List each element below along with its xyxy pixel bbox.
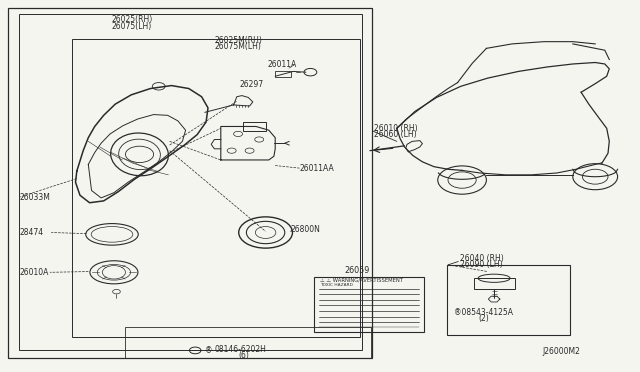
Text: ®: ® [205, 346, 212, 355]
Text: 26010 (RH): 26010 (RH) [374, 124, 418, 133]
Text: 26040 (RH): 26040 (RH) [460, 254, 503, 263]
Text: 26075(LH): 26075(LH) [112, 22, 152, 31]
Text: (6): (6) [238, 351, 249, 360]
Bar [125, 327, 371, 358]
Text: 26025M(RH): 26025M(RH) [214, 36, 262, 45]
Text: 26060 (LH): 26060 (LH) [374, 130, 417, 139]
Text: ®08543-4125A: ®08543-4125A [454, 308, 513, 317]
Text: 08146-6202H: 08146-6202H [214, 345, 266, 354]
Text: 28474: 28474 [19, 228, 44, 237]
Text: (2): (2) [479, 314, 490, 323]
Bar [72, 39, 360, 337]
Text: J26000M2: J26000M2 [543, 347, 580, 356]
Bar [474, 278, 515, 289]
Text: 26025(RH): 26025(RH) [112, 15, 153, 24]
Text: 26011AA: 26011AA [300, 164, 334, 173]
Bar [243, 122, 266, 131]
Bar [275, 71, 291, 77]
Text: 26011A: 26011A [268, 60, 297, 69]
Bar [314, 277, 424, 332]
Text: 26297: 26297 [240, 80, 264, 89]
Text: 26033M: 26033M [19, 193, 50, 202]
Bar [8, 8, 372, 358]
Text: ⚠ ⚠ WARNING/AVERTISSEMENT: ⚠ ⚠ WARNING/AVERTISSEMENT [320, 277, 403, 282]
Text: TOXIC HAZARD: TOXIC HAZARD [320, 283, 353, 287]
Bar [19, 14, 362, 350]
Text: 26075M(LH): 26075M(LH) [214, 42, 261, 51]
Bar [447, 265, 570, 335]
Text: 26090 (LH): 26090 (LH) [460, 260, 502, 269]
Text: 26059: 26059 [344, 266, 370, 275]
Text: 26010A: 26010A [19, 268, 49, 277]
Text: 26800N: 26800N [291, 225, 321, 234]
